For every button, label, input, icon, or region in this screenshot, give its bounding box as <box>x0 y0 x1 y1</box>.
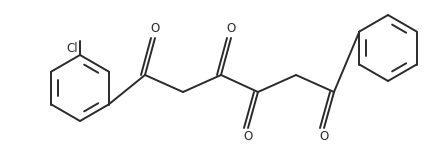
Text: O: O <box>243 130 253 143</box>
Text: O: O <box>319 130 329 143</box>
Text: Cl: Cl <box>66 42 78 55</box>
Text: O: O <box>150 22 160 35</box>
Text: O: O <box>227 22 236 35</box>
